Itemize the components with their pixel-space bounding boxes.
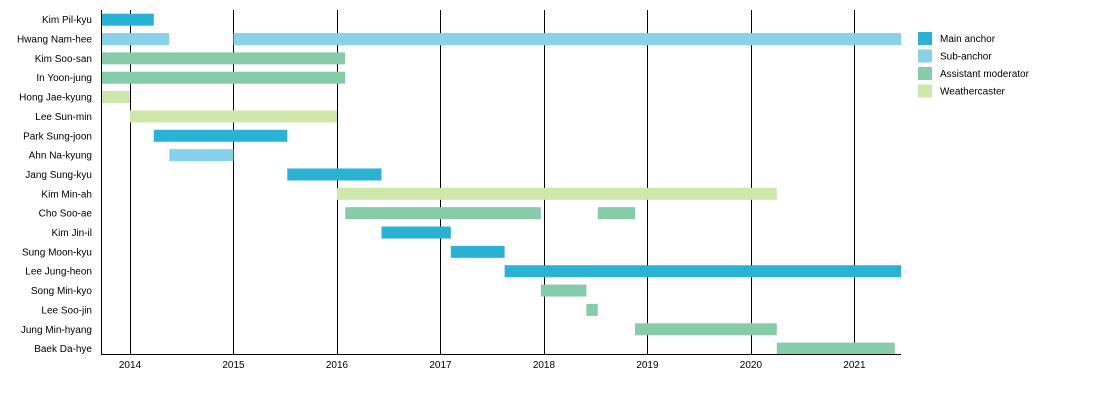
x-tick-label: 2017	[429, 360, 452, 371]
bar-kim-pil-kyu-main	[101, 13, 154, 26]
bar-lee-sun-min-weather	[129, 110, 337, 123]
row-label: Jang Sung-kyu	[25, 170, 92, 181]
x-tick-label: 2014	[119, 360, 142, 371]
bar-kim-soo-san-assistant	[101, 52, 346, 65]
legend-swatch-main	[918, 32, 932, 45]
x-tick-label: 2021	[843, 360, 866, 371]
row-label: Park Sung-joon	[23, 131, 92, 142]
bar-kim-jin-il-main	[381, 226, 451, 239]
row-label: Lee Soo-jin	[41, 305, 92, 316]
legend-label-assistant: Assistant moderator	[940, 69, 1030, 80]
bar-cho-soo-ae-assistant	[345, 207, 541, 220]
bar-jung-min-hyang-assistant	[635, 323, 777, 336]
bar-baek-da-hye-assistant	[776, 342, 895, 355]
axis-layer	[101, 10, 901, 355]
row-label: Hong Jae-kyung	[19, 93, 92, 104]
bar-in-yoon-jung-assistant	[101, 71, 346, 84]
bar-sung-moon-kyu-main	[450, 245, 505, 258]
bar-lee-soo-jin-assistant	[586, 303, 598, 316]
bar-jang-sung-kyu-main	[287, 168, 382, 181]
bar-ahn-na-kyung-sub	[169, 149, 234, 162]
bar-hong-jae-kyung-weather	[101, 91, 130, 104]
bar-hwang-nam-hee-sub	[233, 33, 901, 46]
row-label: Hwang Nam-hee	[17, 35, 92, 46]
legend: Main anchor Sub-anchor Assistant moderator…	[918, 32, 1030, 98]
grid-layer	[130, 10, 855, 354]
row-label: Lee Jung-heon	[25, 267, 92, 278]
x-tick-label: 2020	[740, 360, 763, 371]
bar-lee-jung-heon-main	[504, 265, 901, 278]
row-label: Kim Soo-san	[35, 54, 92, 65]
x-tick-label: 2018	[533, 360, 556, 371]
bar-park-sung-joon-main	[153, 129, 288, 142]
legend-label-main: Main anchor	[940, 34, 996, 45]
row-label: Song Min-kyo	[31, 286, 93, 297]
bar-layer	[101, 13, 901, 355]
bar-cho-soo-ae-assistant	[597, 207, 636, 220]
legend-label-weather: Weathercaster	[940, 87, 1006, 98]
row-label: Baek Da-hye	[34, 344, 92, 355]
bar-kim-min-ah-weather	[336, 187, 777, 200]
x-tick-label: 2015	[222, 360, 245, 371]
row-label: Sung Moon-kyu	[22, 247, 92, 258]
label-layer: Kim Pil-kyu Hwang Nam-hee Kim Soo-san In Yo…	[17, 15, 866, 371]
row-label: Kim Min-ah	[41, 189, 92, 200]
legend-swatch-weather	[918, 84, 932, 98]
row-label: Cho Soo-ae	[39, 209, 93, 220]
legend-swatch-assistant	[918, 67, 932, 80]
row-label: Kim Pil-kyu	[42, 15, 92, 26]
row-label: In Yoon-jung	[36, 73, 92, 84]
legend-label-sub: Sub-anchor	[940, 52, 992, 63]
x-tick-label: 2019	[636, 360, 659, 371]
row-label: Kim Jin-il	[51, 228, 92, 239]
x-tick-label: 2016	[326, 360, 349, 371]
legend-swatch-sub	[918, 49, 932, 63]
bar-song-min-kyo-assistant	[540, 284, 587, 297]
bar-hwang-nam-hee-sub	[101, 33, 170, 46]
row-label: Lee Sun-min	[35, 112, 92, 123]
row-label: Jung Min-hyang	[21, 325, 92, 336]
row-label: Ahn Na-kyung	[29, 151, 92, 162]
